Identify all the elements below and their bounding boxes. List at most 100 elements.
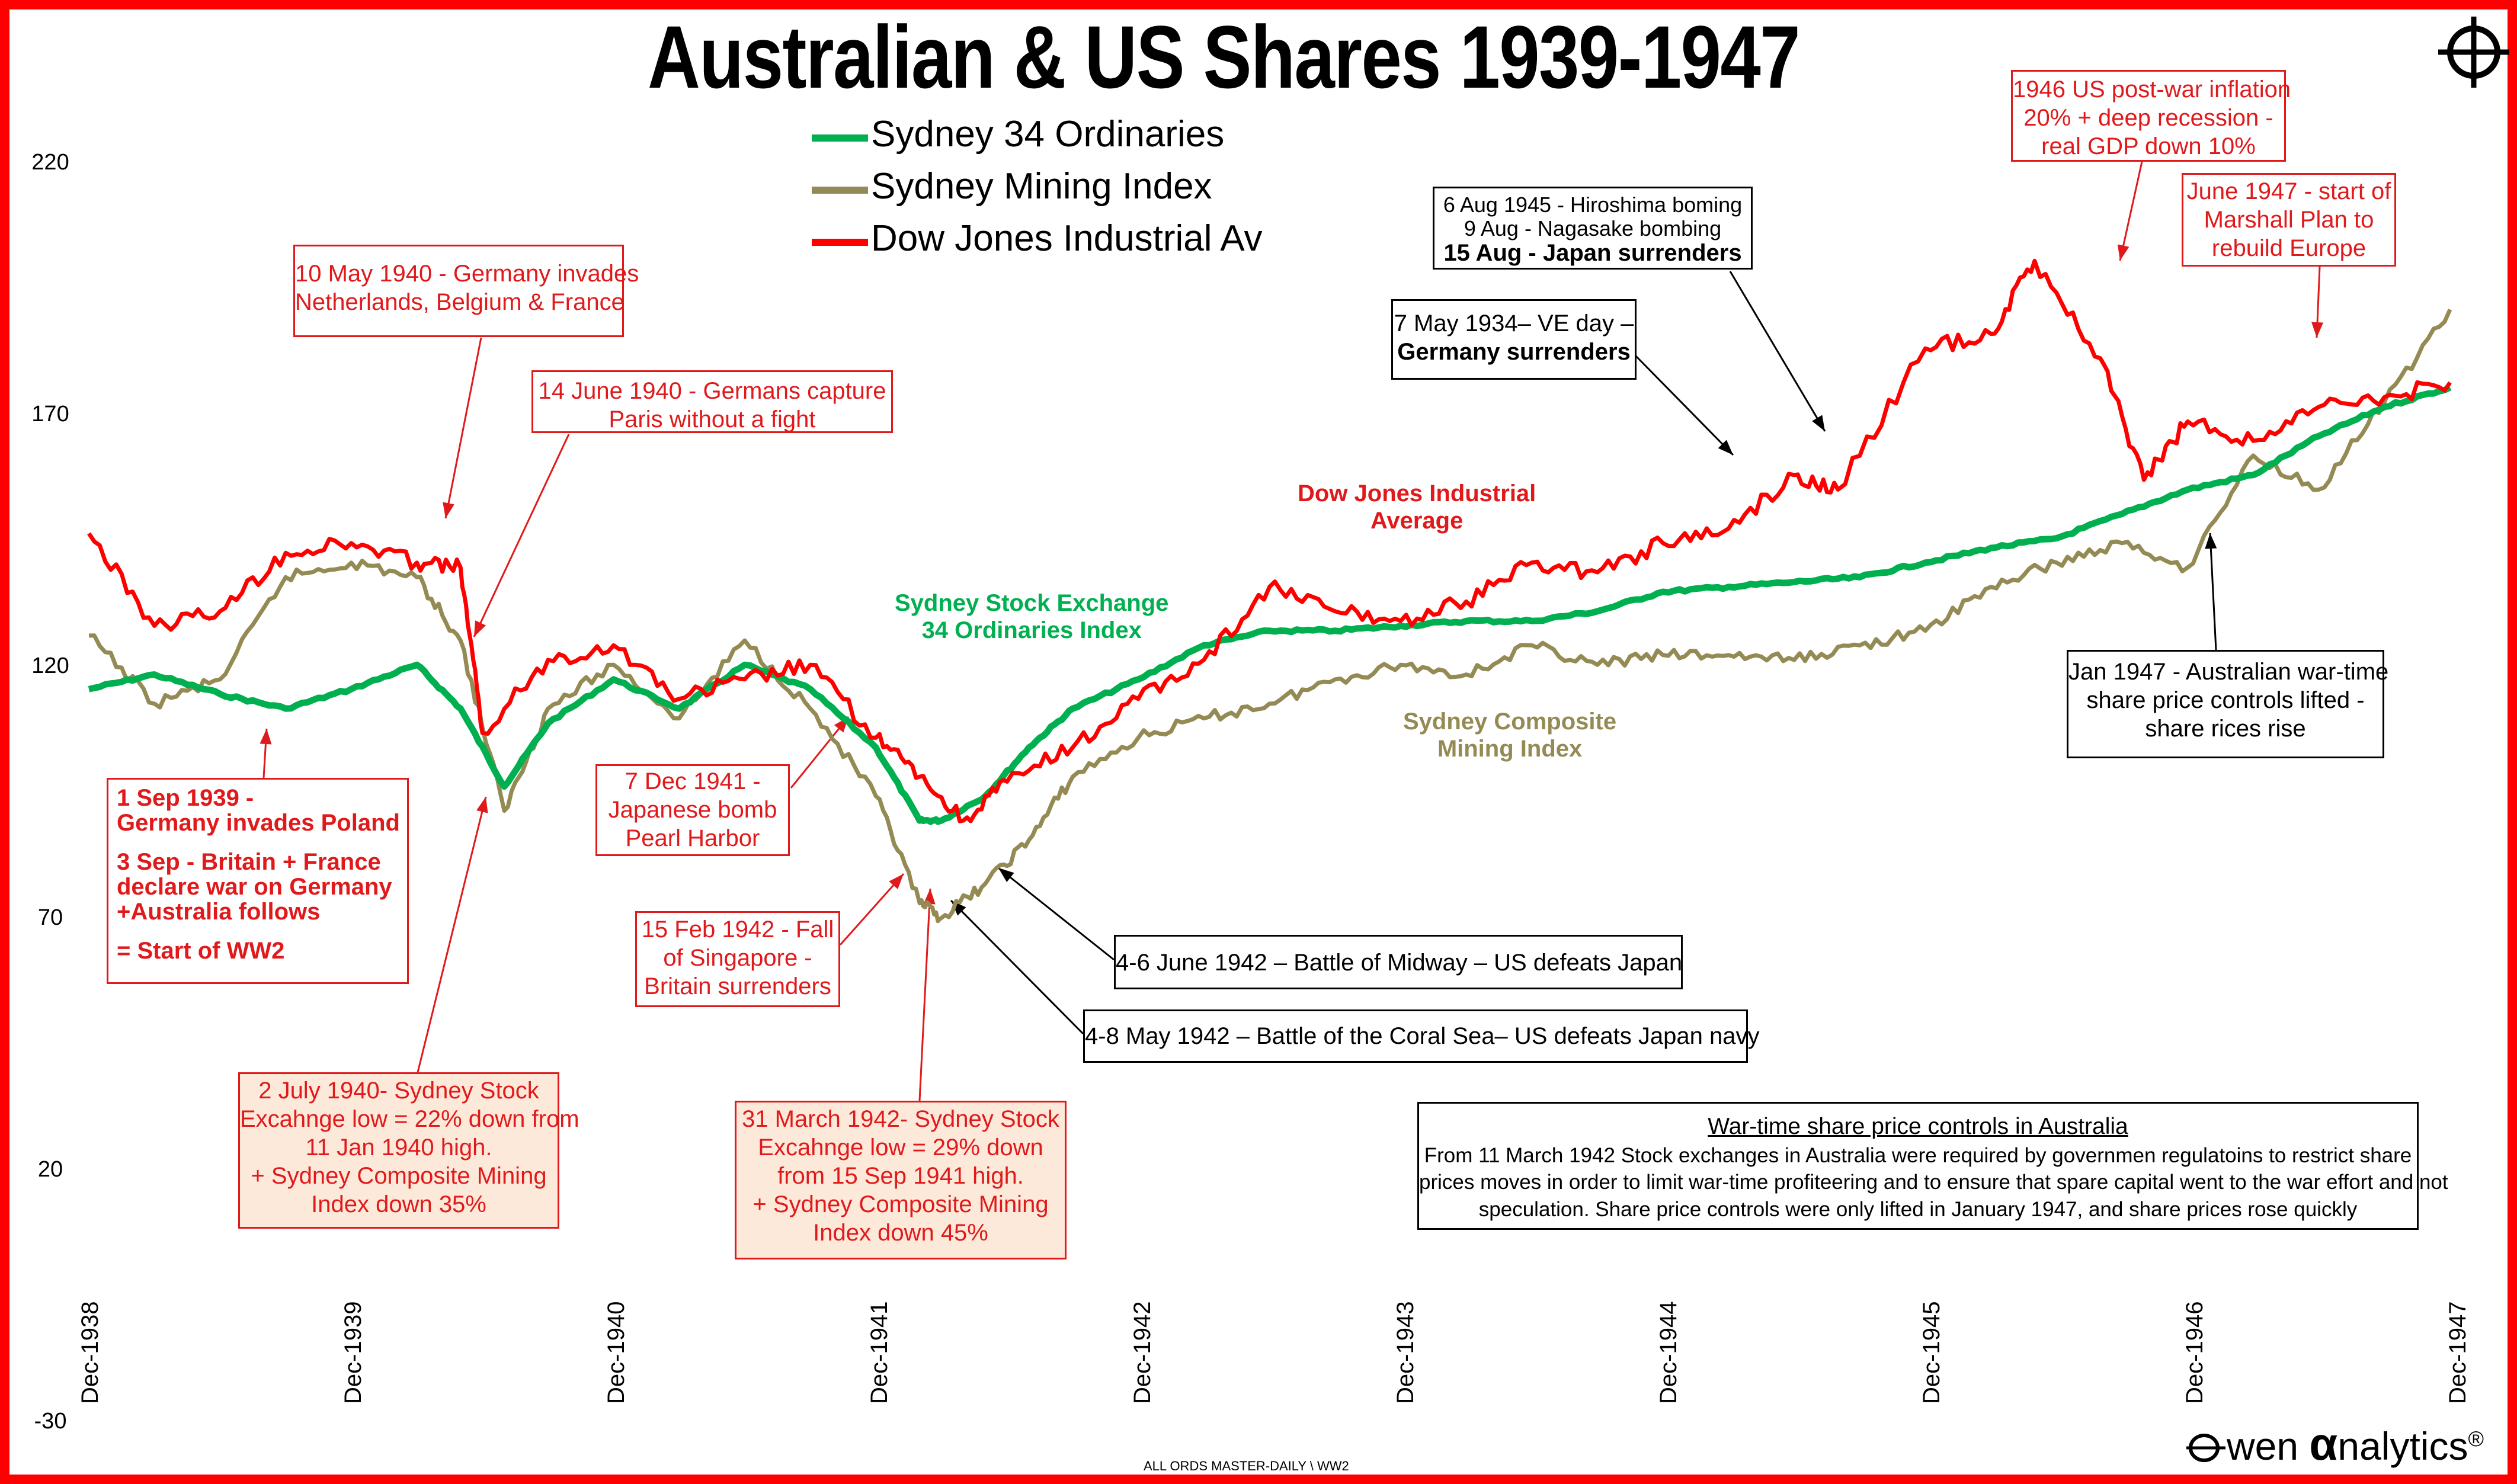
callout-singapore: 15 Feb 1942 - Fall of Singapore - Britai… <box>635 911 840 1007</box>
callout-line: From 11 March 1942 Stock exchanges in Au… <box>1424 1143 2412 1167</box>
x-tick-label: Dec-1943 <box>1392 1301 1418 1404</box>
callout-line: Netherlands, Belgium & France <box>295 289 625 315</box>
callout-line: Germany invades Poland <box>117 810 400 836</box>
brand-alpha: α <box>2309 1418 2338 1470</box>
callout-line: speculation. Share price controls were o… <box>1478 1197 2358 1221</box>
callout-line: 7 May 1934– VE day – <box>1394 310 1634 336</box>
callout-midway: 4-6 June 1942 – Battle of Midway – US de… <box>1114 935 1683 989</box>
callout-line: 15 Aug - Japan surrenders <box>1443 240 1742 267</box>
y-tick-label: 70 <box>37 905 63 930</box>
annotation-arrow-head <box>2205 533 2217 549</box>
annotation-arrow-line <box>918 888 931 1101</box>
y-tick-label: 20 <box>37 1157 63 1182</box>
callout-line: Index down 35% <box>311 1191 486 1217</box>
annotation-arrow-head <box>1812 415 1825 431</box>
x-tick-label: Dec-1945 <box>1919 1301 1945 1404</box>
annotation-arrow-line <box>417 796 487 1073</box>
callout-line: 14 June 1940 - Germans capture <box>538 378 886 404</box>
annotation-arrow-head <box>1718 440 1733 455</box>
y-tick-label: 120 <box>31 653 69 678</box>
callout-line: share rices rise <box>2145 716 2306 742</box>
series-label-line: Dow Jones Industrial <box>1298 480 1536 507</box>
annotation-arrow-line <box>2119 161 2143 261</box>
x-tick-label: Dec-1942 <box>1129 1301 1155 1404</box>
annotation-arrow-line <box>950 899 1084 1035</box>
annotation-arrow-line <box>1634 354 1734 456</box>
annotation-arrow-line <box>473 434 570 637</box>
callout-line: 6 Aug 1945 - Hiroshima boming <box>1443 193 1743 217</box>
annotation-arrow-head <box>2117 244 2129 261</box>
annotation-arrow-head <box>443 502 454 518</box>
callout-coral-sea: 4-8 May 1942 – Battle of the Coral Sea– … <box>1083 1009 1760 1063</box>
series-mining <box>88 309 2452 924</box>
callout-line: + Sydney Composite Mining <box>752 1191 1049 1217</box>
callout-line: Pearl Harbor <box>625 825 760 851</box>
callout-pearl-harbor: 7 Dec 1941 - Japanese bomb Pearl Harbor <box>595 764 790 856</box>
series-label-line: 34 Ordinaries Index <box>921 617 1142 643</box>
callout-line: Jan 1947 - Australian war-time <box>2068 659 2389 685</box>
annotation-arrow-head <box>260 729 272 745</box>
brand-logo: wen αnalytics® <box>2186 1417 2484 1471</box>
spacer <box>117 924 407 938</box>
x-tick-label: Dec-1946 <box>2182 1301 2208 1404</box>
series-label-line: Average <box>1370 508 1464 534</box>
callout-line: Britain surrenders <box>644 973 831 999</box>
series-line-syd34 <box>88 384 2452 825</box>
callout-line: 4-6 June 1942 – Battle of Midway – US de… <box>1116 950 1683 976</box>
callout-line: 20% + deep recession - <box>2023 105 2273 131</box>
callout-line: 2 July 1940- Sydney Stock <box>258 1078 539 1104</box>
callout-line: Excahnge low = 29% down <box>758 1134 1043 1161</box>
x-tick-label: Dec-1941 <box>866 1301 892 1404</box>
callout-line: declare war on Germany <box>117 874 392 900</box>
callout-line: June 1947 - start of <box>2186 178 2391 204</box>
callout-line: + Sydney Composite Mining <box>251 1163 547 1189</box>
y-tick-label: 220 <box>31 150 69 175</box>
callout-sydney-low-1942: 31 March 1942- Sydney Stock Excahnge low… <box>735 1101 1067 1259</box>
callout-heading: War-time share price controls in Austral… <box>1708 1114 2128 1139</box>
series-label-dow: Dow Jones Industrial Average <box>1298 480 1536 534</box>
chart-title: Australian & US Shares 1939-1947 <box>648 7 1801 107</box>
legend-label-syd34: Sydney 34 Ordinaries <box>871 114 1225 155</box>
series-syd34 <box>88 384 2452 825</box>
legend-swatch-mining <box>812 187 868 194</box>
x-tick-label: Dec-1947 <box>2445 1301 2471 1404</box>
series-layer <box>87 258 2452 924</box>
callout-line: 1 Sep 1939 - <box>117 785 254 811</box>
annotation-arrow-line <box>2209 533 2217 650</box>
callout-line: from 15 Sep 1941 high. <box>777 1163 1024 1189</box>
x-tick-label: Dec-1944 <box>1655 1301 1682 1404</box>
series-label-line: Sydney Composite <box>1403 709 1617 735</box>
y-tick-label: -30 <box>34 1409 67 1434</box>
annotation-arrow-head <box>2311 322 2324 338</box>
callout-marshall: June 1947 - start of Marshall Plan to re… <box>2182 173 2396 267</box>
annotation-arrow-line <box>998 867 1115 961</box>
callout-line: of Singapore - <box>663 945 812 971</box>
annotation-arrow-head <box>889 874 904 890</box>
legend-swatch-dow <box>812 239 868 246</box>
callout-line: Paris without a fight <box>609 406 816 432</box>
annotation-arrow-line <box>839 873 905 945</box>
callout-line: Excahnge low = 22% down from <box>240 1106 579 1132</box>
brand-text: nalytics <box>2337 1424 2468 1468</box>
annotation-arrow-line <box>444 337 482 519</box>
callout-line: Japanese bomb <box>608 797 777 823</box>
series-label-line: Mining Index <box>1437 736 1583 762</box>
callout-sydney-low-1940: 2 July 1940- Sydney Stock Excahnge low =… <box>238 1072 579 1229</box>
callout-line: 10 May 1940 - Germany invades <box>295 261 639 287</box>
series-label-line: Sydney Stock Exchange <box>895 590 1169 616</box>
annotation-arrows <box>260 161 2324 1101</box>
callout-germany-invades: 10 May 1940 - Germany invades Netherland… <box>293 245 639 337</box>
series-line-dow <box>87 258 2452 823</box>
callout-line: Index down 45% <box>813 1220 988 1246</box>
brand-registered-mark: ® <box>2468 1427 2484 1451</box>
callout-line: 7 Dec 1941 - <box>625 768 761 794</box>
x-tick-label: Dec-1940 <box>603 1301 629 1404</box>
annotation-arrow-head <box>998 868 1014 883</box>
callout-line: 4-8 May 1942 – Battle of the Coral Sea– … <box>1085 1023 1760 1049</box>
callout-line: 9 Aug - Nagasake bombing <box>1464 216 1722 241</box>
series-dow <box>87 258 2452 823</box>
callout-line: share price controls lifted - <box>2086 687 2365 713</box>
owen-o-icon <box>2186 1434 2225 1462</box>
legend-swatch-syd34 <box>812 134 868 142</box>
